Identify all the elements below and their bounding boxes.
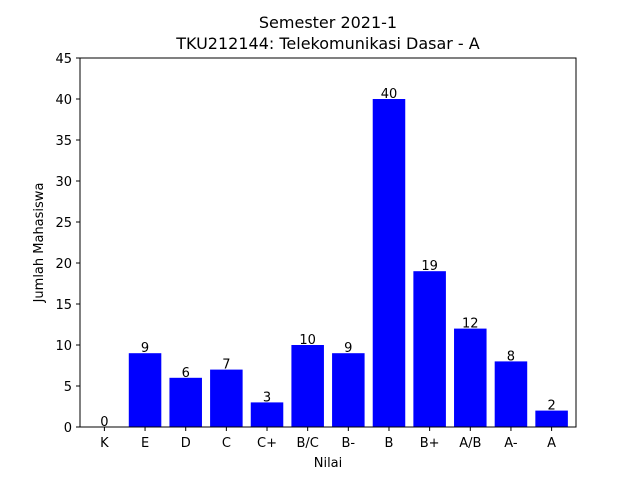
data-label-K: 0 bbox=[100, 415, 108, 430]
y-tick-label: 15 bbox=[55, 298, 72, 313]
x-tick-label: D bbox=[181, 436, 191, 451]
x-tick-label: C+ bbox=[257, 436, 277, 451]
chart-title: Semester 2021-1 bbox=[259, 13, 397, 32]
bar-D bbox=[169, 377, 202, 427]
bar-E bbox=[128, 353, 162, 427]
x-tick-label: C bbox=[222, 436, 231, 451]
x-axis-label: Nilai bbox=[314, 456, 343, 471]
y-tick-label: 25 bbox=[55, 216, 72, 231]
y-tick-label: 40 bbox=[55, 93, 72, 108]
plot-frame bbox=[79, 57, 577, 428]
data-label-A/B: 12 bbox=[462, 317, 479, 332]
bar-B- bbox=[332, 353, 365, 427]
chart-subtitle: TKU212144: Telekomunikasi Dasar - A bbox=[175, 34, 480, 53]
x-tick-label: B- bbox=[342, 436, 356, 451]
data-label-E: 9 bbox=[141, 341, 149, 356]
bar-A/B bbox=[454, 328, 487, 427]
x-tick-label: B bbox=[385, 436, 394, 451]
y-tick-label: 35 bbox=[55, 134, 72, 149]
data-label-A-: 8 bbox=[507, 349, 515, 364]
x-tick-label: A- bbox=[504, 436, 518, 451]
x-tick-label: A/B bbox=[459, 436, 481, 451]
x-tick-label: E bbox=[141, 436, 149, 451]
bar-C bbox=[210, 369, 243, 427]
y-tick-label: 10 bbox=[55, 339, 72, 354]
bar-B bbox=[372, 99, 406, 427]
bars-group bbox=[128, 99, 568, 427]
y-axis: 0 5 10 15 20 25 30 35 40 45 bbox=[55, 52, 80, 436]
bar-B/C bbox=[291, 345, 324, 427]
x-tick-label: B/C bbox=[296, 436, 318, 451]
data-label-B-: 9 bbox=[344, 341, 352, 356]
x-tick-label: K bbox=[100, 436, 109, 451]
bar-B+ bbox=[413, 271, 446, 427]
y-tick-label: 30 bbox=[55, 175, 72, 190]
data-label-B+: 19 bbox=[421, 259, 438, 274]
data-label-A: 2 bbox=[547, 399, 555, 414]
bar-A- bbox=[494, 361, 528, 427]
bar-C+ bbox=[250, 402, 284, 427]
y-tick-label: 5 bbox=[64, 380, 72, 395]
x-tick-label: A bbox=[547, 436, 556, 451]
y-tick-label: 0 bbox=[64, 421, 72, 436]
data-label-B/C: 10 bbox=[299, 333, 316, 348]
data-label-D: 6 bbox=[182, 366, 190, 381]
bar-A bbox=[535, 410, 568, 427]
y-tick-label: 20 bbox=[55, 257, 72, 272]
data-label-B: 40 bbox=[381, 87, 398, 102]
y-tick-label: 45 bbox=[55, 52, 72, 67]
data-labels-group: 0 9 6 7 3 10 9 40 19 12 8 2 bbox=[100, 87, 555, 430]
data-label-C+: 3 bbox=[263, 390, 271, 405]
x-tick-label: B+ bbox=[420, 436, 440, 451]
data-label-C: 7 bbox=[222, 358, 230, 373]
y-axis-label: Jumlah Mahasiswa bbox=[32, 183, 47, 304]
x-axis: K E D C C+ B/C B- B B+ A/B A- A bbox=[100, 427, 556, 451]
